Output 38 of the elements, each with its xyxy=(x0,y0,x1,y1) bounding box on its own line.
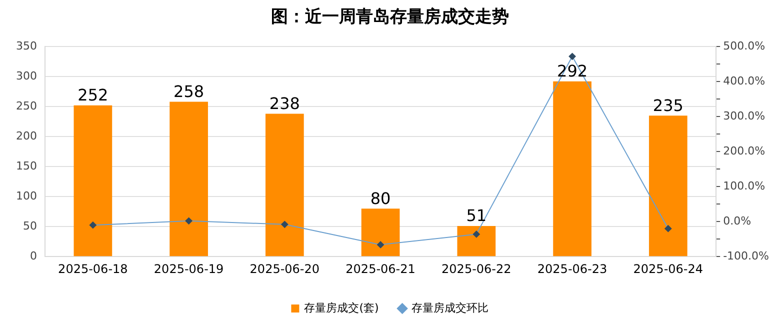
x-tick-label: 2025-06-21 xyxy=(346,262,416,276)
y-tick-label: 250 xyxy=(16,99,37,112)
data-label: 51 xyxy=(466,206,487,226)
bar xyxy=(361,208,400,256)
bar xyxy=(457,226,496,256)
legend-label: 存量房成交环比 xyxy=(411,301,488,314)
y-tick-label: 150 xyxy=(16,159,37,172)
data-label: 252 xyxy=(78,86,108,105)
y2-tick-label: 200.0% xyxy=(723,144,766,158)
y2-tick-label: 400.0% xyxy=(723,74,766,88)
y2-tick-label: -100.0% xyxy=(723,249,770,262)
y2-tick-label: 500.0% xyxy=(723,39,766,52)
bar xyxy=(74,105,112,256)
x-tick-label: 2025-06-23 xyxy=(537,262,608,276)
bar xyxy=(553,81,592,256)
y-tick-label: 0 xyxy=(30,249,37,262)
y-tick-label: 100 xyxy=(16,189,37,202)
y2-tick-label: 0.0% xyxy=(723,214,752,228)
data-label: 80 xyxy=(370,188,391,208)
x-tick-label: 2025-06-24 xyxy=(633,262,704,276)
y-tick-label: 350 xyxy=(16,39,37,52)
y2-tick-label: 300.0% xyxy=(723,109,766,122)
data-label: 238 xyxy=(269,94,300,113)
x-tick-label: 2025-06-20 xyxy=(250,262,320,276)
legend-label: 存量房成交(套) xyxy=(304,301,379,314)
x-tick-label: 2025-06-18 xyxy=(58,262,128,276)
data-label: 258 xyxy=(174,82,204,101)
chart-title: 图：近一周青岛存量房成交走势 xyxy=(270,6,510,29)
x-tick-label: 2025-06-22 xyxy=(442,262,512,276)
y2-tick-label: 100.0% xyxy=(723,179,766,192)
y-tick-label: 200 xyxy=(16,129,37,142)
y-tick-label: 300 xyxy=(16,69,37,82)
y-tick-label: 50 xyxy=(22,219,37,232)
data-label: 235 xyxy=(652,96,684,115)
bar xyxy=(648,116,688,256)
x-tick-label: 2025-06-19 xyxy=(154,262,224,276)
bar xyxy=(170,102,208,256)
bar xyxy=(266,114,304,256)
